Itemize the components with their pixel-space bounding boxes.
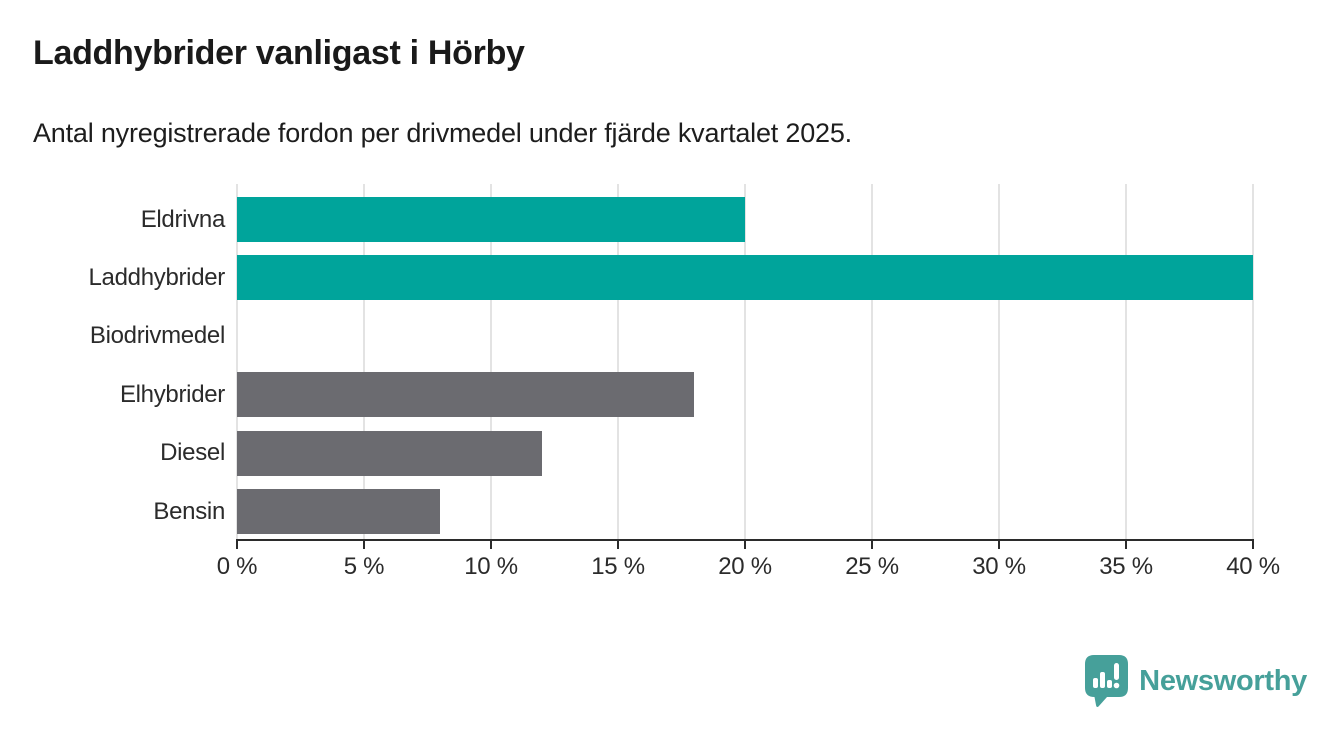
x-axis-tick xyxy=(871,541,873,549)
bar-diesel xyxy=(237,430,542,476)
x-axis-tick-label: 35 % xyxy=(1099,553,1153,580)
brand-footer: Newsworthy xyxy=(1084,655,1307,708)
gridline xyxy=(363,184,365,539)
bar-eldrivna xyxy=(237,197,745,242)
gridline xyxy=(1125,184,1127,539)
gridline xyxy=(871,184,873,539)
x-axis-tick-label: 40 % xyxy=(1226,553,1280,580)
category-label-diesel: Diesel xyxy=(160,439,225,467)
x-axis-tick-label: 30 % xyxy=(972,553,1026,580)
gridline xyxy=(744,184,746,539)
x-axis-tick-label: 20 % xyxy=(718,553,772,580)
category-label-biodrivmedel: Biodrivmedel xyxy=(89,322,225,350)
x-axis-tick xyxy=(744,541,746,549)
x-axis-tick xyxy=(363,541,365,549)
category-label-laddhybrider: Laddhybrider xyxy=(88,263,226,291)
category-label-elhybrider: Elhybrider xyxy=(119,380,225,408)
x-axis-tick xyxy=(490,541,492,549)
bar-laddhybrider xyxy=(237,255,1253,301)
gridline xyxy=(617,184,619,539)
bar-bensin xyxy=(237,489,441,534)
x-axis-tick-label: 15 % xyxy=(591,553,645,580)
x-axis-tick xyxy=(236,541,238,549)
x-axis-tick-label: 25 % xyxy=(845,553,899,580)
x-axis-tick xyxy=(998,541,1000,549)
x-axis-line xyxy=(236,539,1254,541)
x-axis-tick xyxy=(617,541,619,549)
x-axis-tick-label: 10 % xyxy=(464,553,518,580)
gridline xyxy=(998,184,1000,539)
bar-elhybrider xyxy=(237,372,695,418)
chart-subtitle: Antal nyregistrerade fordon per drivmede… xyxy=(33,118,852,148)
x-axis-tick-label: 5 % xyxy=(343,553,385,580)
gridline xyxy=(490,184,492,539)
x-axis-tick xyxy=(1125,541,1127,549)
brand-name: Newsworthy xyxy=(1139,665,1307,697)
newsworthy-logo-icon xyxy=(1084,655,1129,708)
gridline xyxy=(1252,184,1254,539)
x-axis-tick-label: 0 % xyxy=(216,553,258,580)
category-label-eldrivna: Eldrivna xyxy=(140,205,226,233)
chart-title: Laddhybrider vanligast i Hörby xyxy=(33,34,525,72)
x-axis-tick xyxy=(1252,541,1254,549)
category-label-bensin: Bensin xyxy=(153,497,225,525)
gridline xyxy=(236,184,238,539)
